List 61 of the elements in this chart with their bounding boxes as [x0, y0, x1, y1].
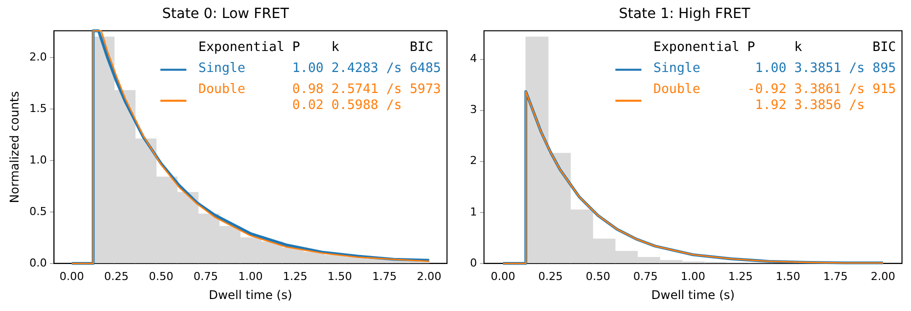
- annotation: P: [747, 40, 756, 56]
- annotation: 915: [872, 82, 896, 98]
- chart-title: State 1: High FRET: [618, 6, 751, 22]
- annotation: BIC: [410, 40, 434, 56]
- annotation: 0.98: [292, 82, 324, 98]
- y-tick-label: 0.0: [29, 256, 47, 270]
- annotation: 3.3856 /s: [794, 98, 865, 114]
- x-tick-label: 0.25: [104, 270, 129, 283]
- x-tick-label: 1.00: [238, 270, 263, 283]
- x-axis-title: Dwell time (s): [208, 288, 292, 302]
- x-tick-label: 0.75: [194, 270, 218, 283]
- x-tick-label: 0.00: [60, 270, 84, 283]
- legend-title: Exponential: [653, 40, 740, 56]
- annotation: 1.00: [292, 61, 324, 76]
- text: Double: [198, 82, 246, 98]
- annotation: 1.00: [755, 61, 786, 76]
- legend-label: Single: [198, 61, 246, 76]
- y-axis-title: Normalized counts: [7, 91, 22, 204]
- annotation: k: [794, 40, 802, 56]
- annotation: 6485: [410, 61, 442, 76]
- x-tick-label: 0.25: [538, 270, 563, 283]
- x-tick-label: 1.25: [282, 270, 308, 283]
- x-tick-label: 0.50: [148, 270, 174, 283]
- chart-title: State 0: Low FRET: [162, 6, 290, 22]
- annotation: 3.3861 /s: [794, 82, 865, 98]
- annotation: 2.4283 /s: [331, 61, 402, 76]
- annotation: 1.92: [755, 98, 786, 114]
- x-tick-label: 1.25: [728, 270, 753, 283]
- legend-label: Single: [653, 61, 701, 76]
- y-tick-label: 4: [470, 52, 477, 66]
- y-tick-label: 2.0: [29, 50, 47, 64]
- annotation: k: [331, 40, 340, 56]
- y-tick-label: 0: [470, 256, 477, 270]
- y-tick-label: 1.0: [29, 153, 47, 166]
- x-tick-label: 2.00: [870, 270, 896, 283]
- x-tick-label: 1.00: [680, 270, 706, 283]
- x-tick-label: 1.50: [328, 270, 352, 283]
- y-tick-label: 0.5: [29, 204, 47, 218]
- y-tick-label: 1: [470, 205, 477, 218]
- annotation: P: [292, 40, 300, 56]
- annotation: 2.5741 /s: [331, 82, 402, 98]
- x-tick-label: 2.00: [416, 270, 442, 283]
- annotation: 5973: [410, 82, 442, 98]
- x-tick-label: 0.00: [490, 270, 516, 283]
- y-tick-label: 3: [470, 103, 477, 116]
- annotation: 3.3851 /s: [794, 61, 865, 76]
- y-tick-label: 2: [470, 154, 477, 168]
- legend-title: Exponential: [198, 40, 284, 56]
- x-tick-label: 0.75: [633, 270, 658, 283]
- annotation: -0.92: [747, 82, 786, 98]
- annotation: BIC: [872, 40, 896, 56]
- text: Double: [653, 82, 701, 98]
- annotation: 0.5988 /s: [331, 98, 402, 114]
- annotation: 895: [872, 61, 896, 76]
- x-axis-title: Dwell time (s): [651, 288, 735, 302]
- x-tick-label: 1.75: [372, 270, 397, 283]
- y-tick-label: 1.5: [29, 102, 47, 115]
- x-tick-label: 1.75: [823, 270, 848, 283]
- x-tick-label: 1.50: [776, 270, 800, 283]
- x-tick-label: 0.50: [586, 270, 610, 283]
- annotation: 0.02: [292, 98, 324, 114]
